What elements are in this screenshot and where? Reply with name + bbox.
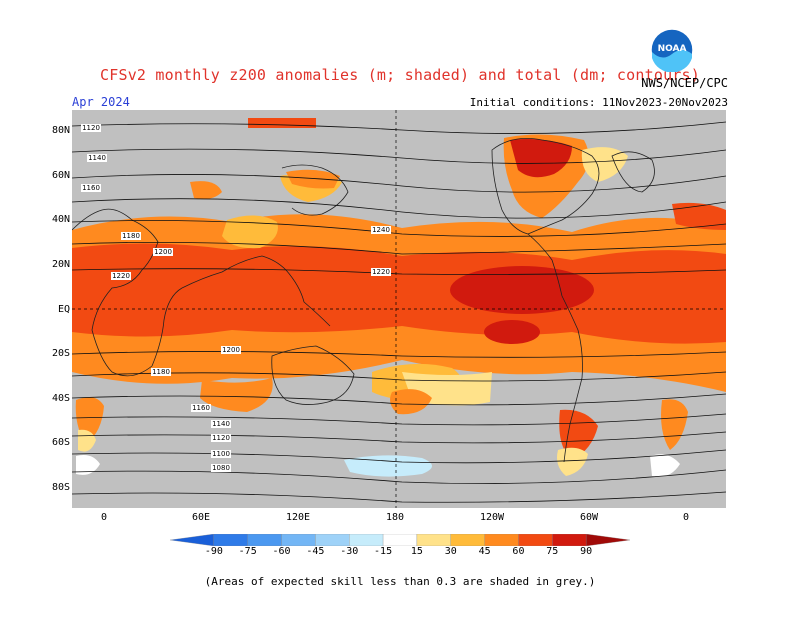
contour-label: 1160 [81,184,101,192]
s-atlantic-east-orange [661,399,688,450]
contour-labels: 1120114011601180120012201240122012001180… [81,124,391,472]
contour-label: 1180 [121,232,141,240]
svg-text:1140: 1140 [88,154,106,162]
noaa-logo: NOAA [650,28,694,76]
lon-label-180: 180 [385,512,405,523]
colorbar-swatch [247,534,282,546]
nz-orange [390,389,432,415]
colorbar-tick-label: -30 [340,546,359,557]
agency-label: NWS/NCEP/CPC [641,76,728,90]
contour-label: 1080 [211,464,231,472]
lon-label-120e: 120E [285,512,311,523]
colorbar-tick-label: 90 [580,546,593,557]
height-contours [72,121,726,503]
colorbar [170,534,630,546]
lat-label-40n: 40N [51,214,70,225]
hudson-yellow [581,147,628,182]
svg-text:NOAA: NOAA [658,44,687,54]
colorbar-swatch [416,534,451,546]
lon-label-0-east: 0 [682,512,690,523]
initial-conditions: Initial conditions: 11Nov2023-20Nov2023 [469,96,728,109]
colorbar-tick-label: -75 [238,546,257,557]
colorbar-tick-label: 60 [512,546,525,557]
contour-label: 1120 [211,434,231,442]
map-title: CFSv2 monthly z200 anomalies (m; shaded)… [100,66,700,84]
svg-text:1080: 1080 [212,464,230,472]
contour-label: 1140 [87,154,107,162]
contour-label: 1120 [81,124,101,132]
colorbar-tick-label: 30 [444,546,457,557]
colorbar-swatch [518,534,553,546]
lon-label-60w: 60W [579,512,599,523]
colorbar-tick-label: -15 [374,546,393,557]
north-atlantic-orange [672,202,726,230]
lat-label-80s: 80S [51,482,70,493]
lat-label-eq: EQ [57,304,70,315]
contour-label: 1160 [191,404,211,412]
pacific-max-anomaly-2 [484,320,540,344]
svg-text:1240: 1240 [372,226,390,234]
svg-text:1180: 1180 [122,232,140,240]
contour-label: 1200 [221,346,241,354]
contour-label: 1140 [211,420,231,428]
colorbar-swatch [281,534,316,546]
lat-label-20s: 20S [51,348,70,359]
svg-text:1200: 1200 [154,248,172,256]
contour-label: 1220 [111,272,131,280]
lat-label-60n: 60N [51,170,70,181]
colorbar-tick-label: -60 [272,546,291,557]
colorbar-tick-label: 75 [546,546,559,557]
lat-label-80n: 80N [51,125,70,136]
skill-note: (Areas of expected skill less than 0.3 a… [204,575,596,588]
svg-text:1160: 1160 [82,184,100,192]
svg-text:1220: 1220 [372,268,390,276]
svg-text:1120: 1120 [82,124,100,132]
lat-label-60s: 60S [51,437,70,448]
svg-text:1180: 1180 [152,368,170,376]
colorbar-swatch [382,534,418,546]
svg-text:1200: 1200 [222,346,240,354]
contour-label: 1220 [371,268,391,276]
colorbar-swatch [586,534,630,546]
antarctic-blue [344,455,432,477]
siberia-orange [286,169,340,189]
colorbar-swatch [552,534,587,546]
colorbar-swatch [450,534,485,546]
s-atlantic-east-white [650,454,680,477]
colorbar-tick-label: -45 [306,546,325,557]
lon-label-0: 0 [100,512,108,523]
colorbar-swatch [315,534,350,546]
australia-south-orange [200,378,273,412]
contour-label: 1240 [371,226,391,234]
pacific-max-anomaly [450,266,594,314]
lat-label-20n: 20N [51,259,70,270]
contour-label: 1180 [151,368,171,376]
colorbar-swatch [213,534,248,546]
colorbar-swatch [349,534,384,546]
canada-core [510,138,572,178]
colorbar-swatch [484,534,519,546]
arctic-red-strip [248,118,316,128]
tropical-strong-core [72,243,726,344]
contour-label: 1100 [211,450,231,458]
svg-text:1140: 1140 [212,420,230,428]
anomaly-map: 1120114011601180120012201240122012001180… [72,110,726,508]
svg-text:1120: 1120 [212,434,230,442]
lon-label-120w: 120W [479,512,505,523]
europe-orange [190,181,222,200]
svg-text:1160: 1160 [192,404,210,412]
s-indian-white [76,455,100,475]
colorbar-tick-label: -90 [204,546,223,557]
lat-label-40s: 40S [51,393,70,404]
svg-text:1100: 1100 [212,450,230,458]
forecast-month: Apr 2024 [72,95,130,109]
colorbar-swatch [170,534,214,546]
lon-label-60e: 60E [191,512,211,523]
colorbar-tick-label: 15 [410,546,423,557]
contour-label: 1200 [153,248,173,256]
colorbar-tick-label: 45 [478,546,491,557]
svg-text:1220: 1220 [112,272,130,280]
coastlines [72,137,655,463]
